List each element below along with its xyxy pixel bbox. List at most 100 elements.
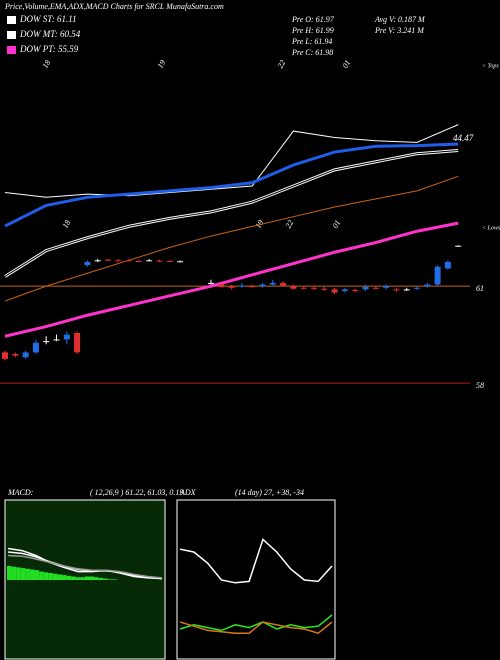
histogram-bar [16,567,21,580]
histogram-bar [11,566,17,580]
candle-body [218,284,225,288]
date-label: 01 [341,58,353,69]
histogram-bar [34,570,40,580]
candle-body [135,260,142,262]
candle-body [414,287,420,289]
date-label: 18 [41,58,53,69]
candle-body [362,286,369,290]
indicator-line [179,614,333,632]
page-title: Price,Volume,EMA,ADX,MACD Charts for SRC… [4,2,224,11]
legend-label: DOW ST: 61.11 [19,14,77,24]
tops-label: < Tops [482,63,499,69]
histogram-bar [75,577,81,580]
candle-body [434,266,441,285]
stat: Pre V: 3.241 M [374,26,425,35]
stat: Pre C: 61.98 [291,48,333,57]
candle-body [156,260,163,262]
candle-body [455,245,462,247]
candle-body [280,282,287,286]
lows-label: < Lows [482,225,500,231]
candle-body [208,282,214,284]
ema-line [4,148,459,278]
candle-body [53,339,60,341]
candle-body [403,289,410,291]
stat: Pre O: 61.97 [291,15,335,24]
panel-params: (14 day) 27, +38, -34 [235,488,304,497]
histogram-bar [20,568,26,580]
candle-body [259,284,266,287]
panel-params: ( 12,26,9 ) 61.22, 61.03, 0.19 [90,488,183,497]
histogram-bar [71,576,76,580]
date-label: 19 [156,58,168,69]
candle-body [32,342,39,353]
candle-body [94,260,101,262]
histogram-bar [80,577,85,580]
candle-body [341,289,348,291]
y-tick-label: 61 [476,284,484,293]
ema-line [4,175,459,302]
candle-body [125,260,132,262]
candle-body [372,287,379,289]
histogram-bar [112,579,117,580]
histogram-bar [107,579,113,580]
histogram-bar [7,566,12,580]
candle-body [2,352,8,359]
histogram-bar [62,575,67,580]
candle-body [22,352,29,358]
ema-line [4,221,459,338]
indicator-line [7,554,163,579]
candle-body [43,341,50,343]
candle-body [105,259,111,261]
histogram-bar [89,576,95,580]
candle-body [331,289,338,293]
stat: Avg V: 0.187 M [374,15,426,24]
candle-body [393,289,400,291]
candle-body [269,282,276,285]
candle-body [166,260,173,262]
legend-swatch [7,31,16,39]
candle-body [12,354,19,356]
ema-line [4,124,459,198]
candle-body [115,260,122,262]
candle-body [290,286,297,289]
histogram-bar [103,578,108,580]
indicator-line [179,538,333,584]
candle-body [84,261,91,266]
date-label: 18 [61,218,73,229]
histogram-bar [98,577,104,580]
candle-body [228,286,235,288]
annotation: 44.47 [453,133,474,143]
candle-body [300,287,307,289]
panel-label: ADX [179,488,197,497]
histogram-bar [39,571,44,580]
candle-body [321,288,328,290]
histogram-bar [25,568,30,580]
histogram-bar [66,575,72,580]
histogram-bar [48,573,53,580]
candle-body [249,286,256,288]
candle-body [63,334,70,340]
histogram-bar [52,573,58,580]
candle-body [146,260,153,262]
histogram-bar [84,576,90,580]
candle-body [352,290,359,292]
candle-body [444,261,451,269]
y-tick-label: 58 [476,381,484,390]
candle-body [177,261,184,263]
candle-body [311,287,317,289]
candle-body [424,284,431,287]
ema-line [4,142,459,228]
candle-body [74,333,81,353]
date-label: 22 [284,218,296,229]
indicator-line [7,547,163,580]
histogram-bar [43,572,49,580]
legend-label: DOW PT: 55.59 [19,44,79,54]
stat: Pre H: 61.99 [291,26,334,35]
candle-body [383,286,390,288]
legend-label: DOW MT: 60.54 [19,29,81,39]
panel-label: MACD: [7,488,34,497]
ema-line-core [4,149,459,277]
legend-swatch [7,46,16,54]
histogram-bar [57,574,62,580]
